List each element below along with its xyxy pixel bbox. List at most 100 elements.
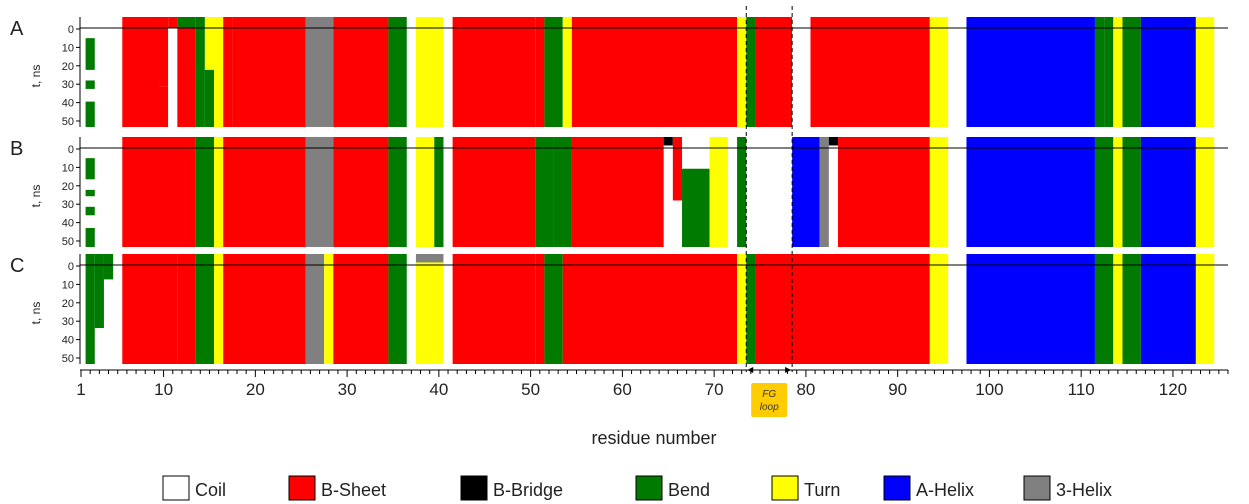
y-tick-label: 0 [68,24,74,36]
structure-cell [553,137,572,247]
structure-cell [223,137,306,247]
legend-swatch [883,475,911,501]
structure-cell [214,137,224,247]
y-tick-label: 0 [68,144,74,156]
y-tick-label: 30 [62,199,74,211]
structure-cell [452,17,536,127]
structure-cell [966,254,1095,364]
structure-cell [535,254,545,364]
structure-cell [85,80,95,89]
legend-label: B-Bridge [493,480,563,500]
x-tick-label: 10 [154,380,173,399]
structure-cell [159,86,169,127]
structure-cell [966,17,1095,127]
legend-swatch [635,475,663,501]
x-tick-label: 100 [975,380,1003,399]
structure-cell [388,137,407,247]
structure-cell [177,27,187,127]
structure-cell [122,254,178,364]
structure-cell [177,17,187,28]
structure-cell [929,254,949,364]
panel-b: 0 10 20 30 40 50 t, ns B [10,137,1228,248]
structure-cell [186,137,196,247]
structure-cell [452,254,536,364]
structure-cell [535,137,554,247]
y-tick-label: 20 [62,298,74,310]
structure-cell [186,27,196,127]
structure-cell [1122,254,1141,364]
structure-cell [810,17,930,127]
panel-letter: C [10,255,24,277]
structure-cell [159,17,169,87]
structure-cell [214,254,224,364]
y-tick-label: 30 [62,79,74,91]
structure-cell [1094,254,1114,364]
structure-cell [223,254,306,364]
structure-cell [195,254,215,364]
structure-cell [333,254,389,364]
structure-cell [85,158,95,180]
structure-cell [333,17,389,127]
structure-cell [388,17,407,127]
structure-cell [571,17,738,127]
structure-cell [122,17,159,127]
structure-cell [663,137,673,146]
structure-cell [819,137,829,247]
legend-label: B-Sheet [321,480,386,500]
fg-loop-label-box [751,383,788,417]
x-axis: 1 10 20 30 40 50 60 70 80 90 100 110 120 [76,369,1229,399]
y-tick-label: 20 [62,61,74,73]
panel-a: 0 10 20 30 40 50 t, ns A [10,17,1228,128]
y-tick-label: 40 [62,335,74,347]
structure-cell [737,254,747,364]
structure-cell [535,17,545,127]
x-tick-label: 30 [338,380,357,399]
legend-label: A-Helix [916,480,974,500]
structure-cell [737,137,747,247]
x-tick-label: 20 [246,380,265,399]
structure-cell [85,227,95,247]
structure-cell [415,262,444,364]
y-tick-label: 40 [62,218,74,230]
x-tick-label: 80 [796,380,815,399]
structure-cell [755,254,930,364]
structure-cell [305,137,334,247]
y-tick-label: 0 [68,261,74,273]
x-axis-label: residue number [591,428,716,448]
x-tick-label: 50 [521,380,540,399]
structure-cell [122,137,187,247]
structure-cell [1195,254,1215,364]
structure-cell [186,17,196,28]
panel-letter: B [10,138,23,160]
structure-cell [1113,137,1123,247]
structure-cell [177,254,196,364]
y-axis-label: t, ns [29,185,43,208]
y-tick-label: 20 [62,181,74,193]
structure-cell [1140,137,1196,247]
y-tick-label: 10 [62,279,74,291]
legend-label: Bend [668,480,710,500]
y-axis-label: t, ns [29,302,43,325]
structure-cell [1094,137,1114,247]
structure-cell [452,137,536,247]
x-tick-label: 70 [705,380,724,399]
structure-cell [305,254,325,364]
structure-cell [571,137,664,247]
x-tick-label: 40 [429,380,448,399]
structure-cell [737,17,747,127]
structure-cell [562,254,738,364]
structure-cell [85,189,95,197]
structure-cell [1140,17,1196,127]
structure-cell [85,206,95,216]
y-tick-label: 10 [62,162,74,174]
x-tick-label: 1 [76,380,85,399]
structure-cell [204,69,215,127]
legend-swatch [162,475,190,501]
y-tick-label: 50 [62,236,74,248]
x-tick-label: 90 [888,380,907,399]
structure-cell [1195,17,1215,127]
legend-swatch [288,475,316,501]
structure-cell [746,17,756,127]
y-tick-label: 40 [62,98,74,110]
